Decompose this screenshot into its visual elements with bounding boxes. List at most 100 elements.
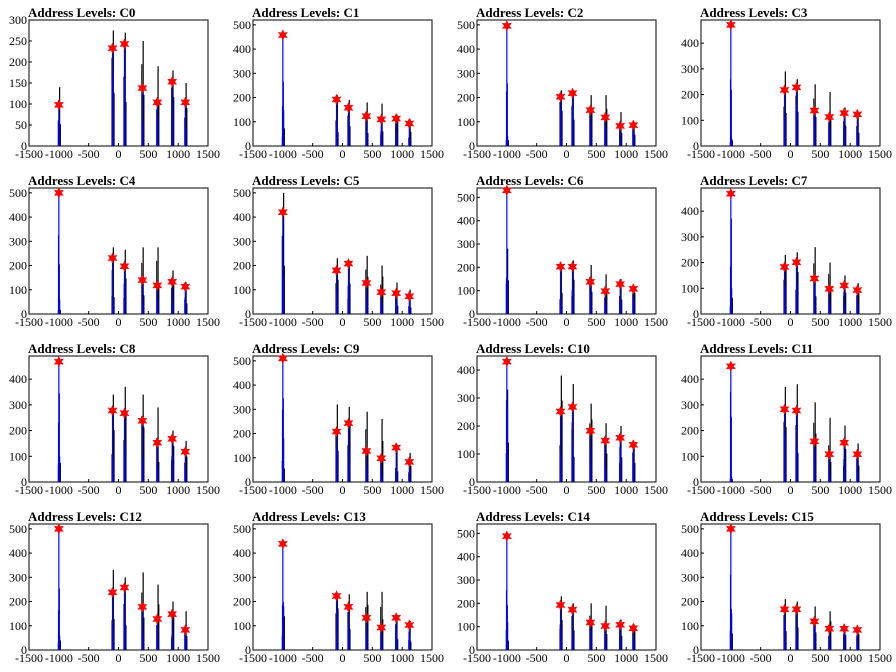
x-tick-label: 0 <box>340 315 346 329</box>
y-tick-label: 200 <box>9 55 27 69</box>
peak-marker <box>809 435 820 448</box>
peak-marker <box>501 355 512 368</box>
y-tick-label: 300 <box>681 398 699 412</box>
x-tick-label: -1000 <box>717 483 745 497</box>
peak-marker <box>555 90 566 103</box>
x-tick-label: -1500 <box>15 147 43 161</box>
y-tick-label: 200 <box>233 259 251 273</box>
peak-marker <box>119 581 130 594</box>
x-tick-label: -500 <box>750 147 772 161</box>
x-tick-label: -1500 <box>687 315 715 329</box>
y-tick-label: 400 <box>233 42 251 56</box>
peak-marker <box>824 448 835 461</box>
y-tick-label: 200 <box>681 424 699 438</box>
peak-marker <box>391 287 402 299</box>
x-tick-label: 1500 <box>196 147 220 161</box>
x-tick-label: -1000 <box>45 651 73 665</box>
x-tick-label: -1500 <box>463 651 491 665</box>
x-tick-label: 0 <box>340 147 346 161</box>
x-tick-label: 1500 <box>868 483 892 497</box>
peak-marker <box>361 611 372 624</box>
peak-marker <box>391 611 402 624</box>
y-tick-label: 100 <box>9 97 27 111</box>
x-tick-label: 0 <box>116 315 122 329</box>
peak-marker <box>119 260 130 273</box>
x-tick-label: -1500 <box>15 315 43 329</box>
x-tick-label: -1000 <box>493 315 521 329</box>
y-tick-label: 400 <box>457 214 475 228</box>
y-tick-label: 100 <box>9 283 27 297</box>
peak-marker <box>167 75 178 88</box>
y-tick-label: 400 <box>457 42 475 56</box>
peak-marker <box>391 441 402 454</box>
peak-marker <box>331 425 342 438</box>
plot-frame <box>700 523 881 651</box>
y-tick-label: 0 <box>245 139 251 153</box>
x-tick-label: 1500 <box>644 651 668 665</box>
peak-marker <box>501 530 512 542</box>
peak-marker <box>585 104 596 116</box>
peak-marker <box>277 352 288 365</box>
peak-marker <box>167 608 178 620</box>
chart-title: Address Levels: C8 <box>28 341 136 356</box>
x-tick-label: -1500 <box>463 147 491 161</box>
x-tick-label: -500 <box>750 315 772 329</box>
x-tick-label: -1000 <box>717 315 745 329</box>
y-tick-label: 400 <box>233 210 251 224</box>
x-tick-label: 500 <box>811 315 829 329</box>
x-tick-label: 1500 <box>196 315 220 329</box>
x-tick-label: 500 <box>587 483 605 497</box>
x-tick-label: 500 <box>139 651 157 665</box>
x-tick-label: 1500 <box>868 315 892 329</box>
x-tick-label: 0 <box>340 651 346 665</box>
y-tick-label: 400 <box>9 210 27 224</box>
y-tick-label: 0 <box>469 643 475 657</box>
plot-frame <box>252 187 433 315</box>
peak-marker <box>361 110 372 123</box>
peak-marker <box>555 405 566 418</box>
y-tick-label: 200 <box>681 256 699 270</box>
chart-title: Address Levels: C7 <box>700 173 808 188</box>
chart-panel-c8: Address Levels: C8 0 100 200 300 400 -1500 -100… <box>9 341 220 497</box>
chart-panel-c6: Address Levels: C60100200300400500-1500-… <box>457 173 668 329</box>
plot-frame <box>252 19 433 147</box>
y-tick-label: 500 <box>681 522 699 536</box>
plot-frame <box>700 355 881 483</box>
y-tick-label: 100 <box>457 284 475 298</box>
y-tick-label: 50 <box>15 118 27 132</box>
y-tick-label: 400 <box>457 363 475 377</box>
y-tick-label: 0 <box>21 643 27 657</box>
y-tick-label: 300 <box>9 398 27 412</box>
x-tick-label: 1500 <box>644 147 668 161</box>
y-tick-label: 500 <box>9 186 27 200</box>
x-tick-label: -500 <box>302 315 324 329</box>
peak-marker <box>779 403 790 416</box>
y-tick-label: 200 <box>457 596 475 610</box>
chart-panel-c10: Address Levels: C10 0 100 200 300 400 -1500 -10… <box>457 341 668 497</box>
y-tick-label: 200 <box>233 595 251 609</box>
x-tick-label: 1000 <box>390 315 414 329</box>
x-tick-label: -1000 <box>269 147 297 161</box>
y-tick-label: 250 <box>9 34 27 48</box>
x-tick-label: 500 <box>139 315 157 329</box>
y-tick-label: 300 <box>457 237 475 251</box>
peak-marker <box>53 187 64 199</box>
y-tick-label: 0 <box>21 307 27 321</box>
peak-marker <box>152 96 163 109</box>
y-tick-label: 200 <box>233 91 251 105</box>
peak-marker <box>725 187 736 200</box>
y-tick-label: 0 <box>693 139 699 153</box>
y-tick-label: 100 <box>9 619 27 633</box>
x-tick-label: 1500 <box>420 651 444 665</box>
x-tick-label: 1500 <box>644 315 668 329</box>
chart-panel-c12: Address Levels: C12 0 100 200 300 400 500 -1500… <box>9 509 220 665</box>
peak-marker <box>791 81 802 94</box>
peak-marker <box>779 84 790 96</box>
peak-marker <box>585 616 596 629</box>
peak-marker <box>376 286 387 299</box>
peak-marker <box>567 87 578 99</box>
x-tick-label: 0 <box>564 147 570 161</box>
plot-frame <box>28 523 209 651</box>
x-tick-label: 0 <box>116 147 122 161</box>
y-tick-label: 300 <box>681 62 699 76</box>
